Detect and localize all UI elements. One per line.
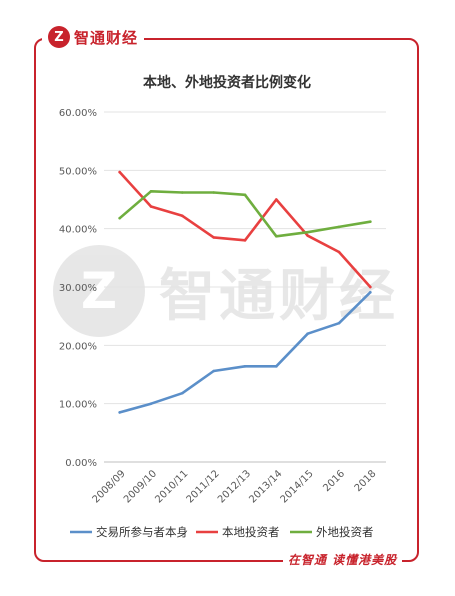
y-tick-label: 0.00% bbox=[65, 458, 97, 469]
data-point bbox=[306, 332, 309, 335]
data-point bbox=[306, 234, 309, 237]
data-point bbox=[337, 250, 341, 254]
legend-label: 外地投资者 bbox=[316, 525, 374, 539]
data-point bbox=[243, 365, 247, 368]
data-point bbox=[181, 191, 184, 194]
series-line-1 bbox=[118, 290, 372, 414]
data-point bbox=[181, 214, 184, 218]
legend-label: 本地投资者 bbox=[222, 525, 280, 539]
data-point bbox=[306, 230, 309, 234]
y-tick-label: 50.00% bbox=[59, 166, 97, 177]
data-point bbox=[369, 285, 372, 289]
chart-title: 本地、外地投资者比例变化 bbox=[143, 74, 311, 91]
x-tick-label: 2011/12 bbox=[185, 468, 222, 505]
data-point bbox=[149, 190, 153, 193]
data-point bbox=[243, 239, 247, 242]
x-tick-label: 2008/09 bbox=[91, 468, 128, 505]
data-point bbox=[149, 205, 153, 208]
data-point bbox=[369, 290, 372, 294]
x-tick-label: 2013/14 bbox=[247, 468, 284, 505]
data-point bbox=[275, 198, 278, 201]
data-point bbox=[337, 225, 341, 229]
data-point bbox=[181, 391, 184, 395]
brand-header: Z 智通财经 bbox=[42, 24, 145, 50]
x-tick-label: 2014/15 bbox=[279, 468, 316, 505]
data-point bbox=[212, 236, 215, 239]
y-tick-label: 40.00% bbox=[59, 225, 97, 236]
x-tick-label: 2012/13 bbox=[216, 468, 253, 505]
series-line-3 bbox=[118, 190, 372, 238]
y-tick-label: 10.00% bbox=[59, 400, 97, 411]
card-frame bbox=[34, 38, 419, 562]
data-point bbox=[337, 321, 341, 325]
y-tick-label: 20.00% bbox=[59, 341, 97, 352]
data-point bbox=[118, 411, 121, 414]
brand-logo-icon: Z bbox=[48, 26, 70, 48]
data-point bbox=[275, 365, 278, 368]
data-point bbox=[243, 193, 247, 197]
brand-name: 智通财经 bbox=[74, 28, 139, 47]
x-tick-label: 2010/11 bbox=[153, 468, 190, 505]
data-point bbox=[212, 191, 215, 194]
data-point bbox=[275, 234, 278, 238]
y-tick-label: 60.00% bbox=[59, 108, 97, 119]
x-tick-label: 2018 bbox=[353, 468, 379, 494]
data-point bbox=[212, 369, 215, 373]
y-tick-label: 30.00% bbox=[59, 283, 97, 294]
x-tick-label: 2016 bbox=[321, 468, 347, 494]
series-line-2 bbox=[118, 170, 372, 289]
brand-tagline: 在智通 读懂港美股 bbox=[283, 551, 403, 568]
legend-label: 交易所参与者本身 bbox=[96, 525, 188, 539]
data-point bbox=[149, 402, 153, 405]
data-point bbox=[369, 220, 372, 223]
x-tick-label: 2009/10 bbox=[122, 468, 159, 505]
data-point bbox=[118, 216, 121, 220]
data-point bbox=[118, 170, 121, 174]
